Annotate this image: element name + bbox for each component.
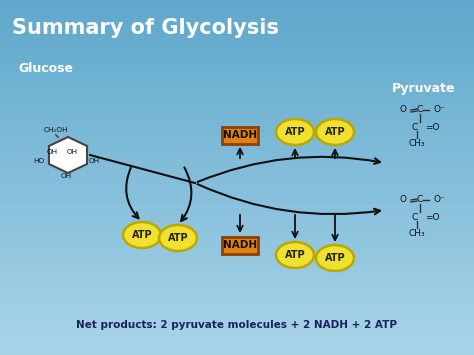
- Bar: [0, 9, 474, 18]
- Bar: [0, 266, 474, 275]
- Bar: [0, 204, 474, 213]
- Bar: [222, 236, 258, 253]
- Text: ATP: ATP: [325, 253, 346, 263]
- Text: HO: HO: [33, 158, 44, 164]
- Bar: [0, 248, 474, 257]
- Bar: [0, 231, 474, 240]
- Bar: [0, 106, 474, 115]
- Bar: [0, 80, 474, 89]
- Text: Pyruvate: Pyruvate: [392, 82, 456, 95]
- Text: C: C: [412, 213, 418, 222]
- Bar: [0, 240, 474, 248]
- Text: OH: OH: [46, 149, 57, 155]
- Bar: [0, 44, 474, 53]
- Text: C: C: [412, 122, 418, 131]
- Text: ATP: ATP: [168, 233, 188, 243]
- Bar: [222, 126, 258, 143]
- Text: Net products: 2 pyruvate molecules + 2 NADH + 2 ATP: Net products: 2 pyruvate molecules + 2 N…: [76, 320, 398, 330]
- Text: ATP: ATP: [285, 250, 305, 260]
- Text: O⁻: O⁻: [434, 104, 446, 114]
- Bar: [0, 53, 474, 62]
- Bar: [0, 328, 474, 337]
- Bar: [0, 115, 474, 124]
- Bar: [0, 89, 474, 98]
- Bar: [0, 275, 474, 284]
- Bar: [0, 320, 474, 328]
- Text: CH₂OH: CH₂OH: [44, 127, 68, 133]
- Text: ATP: ATP: [285, 127, 305, 137]
- Bar: [0, 222, 474, 231]
- Ellipse shape: [276, 119, 314, 145]
- Bar: [0, 284, 474, 293]
- Bar: [0, 337, 474, 346]
- Bar: [0, 293, 474, 302]
- Text: C: C: [417, 196, 423, 204]
- Ellipse shape: [159, 225, 197, 251]
- Bar: [0, 160, 474, 169]
- Text: CH₃: CH₃: [409, 229, 425, 237]
- Text: CH₃: CH₃: [409, 138, 425, 147]
- Text: =O: =O: [425, 213, 439, 222]
- Ellipse shape: [276, 242, 314, 268]
- Ellipse shape: [316, 245, 354, 271]
- Bar: [0, 62, 474, 71]
- Text: NADH: NADH: [223, 130, 257, 140]
- Bar: [0, 18, 474, 27]
- Text: C: C: [417, 105, 423, 115]
- Bar: [0, 98, 474, 106]
- Bar: [0, 311, 474, 320]
- Text: O: O: [400, 105, 407, 115]
- Bar: [0, 142, 474, 151]
- Text: ATP: ATP: [325, 127, 346, 137]
- Bar: [0, 257, 474, 266]
- Text: ATP: ATP: [132, 230, 152, 240]
- Bar: [0, 302, 474, 311]
- Bar: [0, 346, 474, 355]
- Ellipse shape: [316, 119, 354, 145]
- Text: OH: OH: [66, 149, 78, 155]
- Bar: [0, 124, 474, 133]
- Text: =O: =O: [425, 122, 439, 131]
- Text: Glucose: Glucose: [18, 62, 73, 75]
- Text: O: O: [400, 196, 407, 204]
- Bar: [0, 36, 474, 44]
- Bar: [0, 213, 474, 222]
- Bar: [0, 169, 474, 178]
- Bar: [0, 195, 474, 204]
- Bar: [0, 133, 474, 142]
- Text: OH: OH: [89, 158, 100, 164]
- Text: Summary of Glycolysis: Summary of Glycolysis: [12, 18, 279, 38]
- Bar: [0, 0, 474, 9]
- Text: NADH: NADH: [223, 240, 257, 250]
- Bar: [0, 186, 474, 195]
- Bar: [0, 71, 474, 80]
- Bar: [0, 178, 474, 186]
- Polygon shape: [49, 137, 87, 173]
- Text: O⁻: O⁻: [434, 195, 446, 203]
- Ellipse shape: [123, 222, 161, 248]
- Bar: [0, 27, 474, 36]
- Bar: [0, 151, 474, 160]
- Text: OH: OH: [61, 173, 72, 179]
